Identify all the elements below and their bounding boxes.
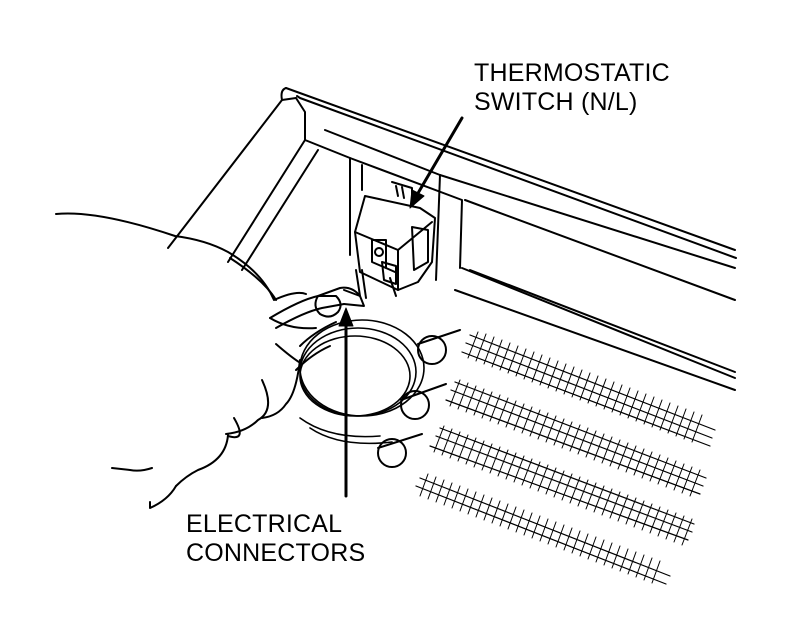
- evaporator-fins: [415, 334, 716, 585]
- housing-frame: [167, 87, 737, 391]
- hand: [55, 212, 317, 509]
- fin-hatching: [419, 331, 703, 584]
- thermostatic-switch-label: THERMOSTATIC SWITCH (N/L): [474, 59, 670, 117]
- electrical-connectors-arrowhead: [338, 307, 354, 327]
- evaporator-coil-tubes: [377, 329, 461, 468]
- electrical-connectors: [269, 269, 367, 371]
- electrical-connectors-label-line1: ELECTRICAL: [186, 510, 343, 538]
- electrical-connectors-label-line2: CONNECTORS: [186, 539, 366, 567]
- thermostatic-switch-arrowhead: [409, 189, 425, 209]
- capillary-tube: [299, 319, 425, 445]
- thermostatic-switch-label-line2: SWITCH (N/L): [474, 88, 638, 116]
- thermostatic-switch-leader: [412, 116, 464, 202]
- thermostatic-switch: [354, 181, 436, 297]
- thermostatic-switch-label-line1: THERMOSTATIC: [474, 59, 670, 87]
- electrical-connectors-label: ELECTRICAL CONNECTORS: [186, 510, 365, 568]
